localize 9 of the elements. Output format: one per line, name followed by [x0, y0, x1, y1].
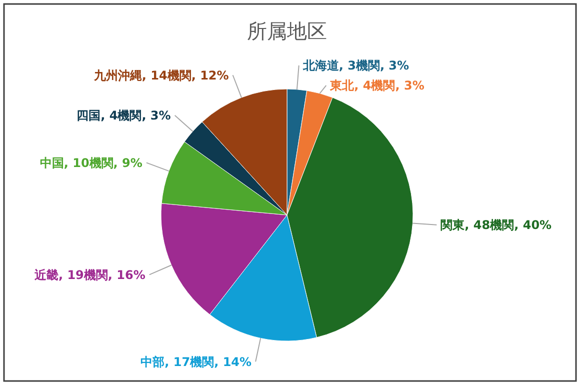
slice-label: 中部, 17機関, 14% — [140, 354, 252, 369]
chart-title: 所属地区 — [247, 19, 327, 43]
slice-label: 北海道, 3機関, 3% — [302, 58, 410, 73]
slice-label: 関東, 48機関, 40% — [440, 218, 552, 232]
slice-label: 四国, 4機関, 3% — [76, 108, 171, 123]
slice-label: 近畿, 19機関, 16% — [33, 268, 146, 282]
slice-label: 中国, 10機関, 9% — [40, 156, 142, 170]
slice-label: 九州沖縄, 14機関, 12% — [92, 68, 229, 82]
slice-label: 東北, 4機関, 3% — [329, 78, 424, 93]
